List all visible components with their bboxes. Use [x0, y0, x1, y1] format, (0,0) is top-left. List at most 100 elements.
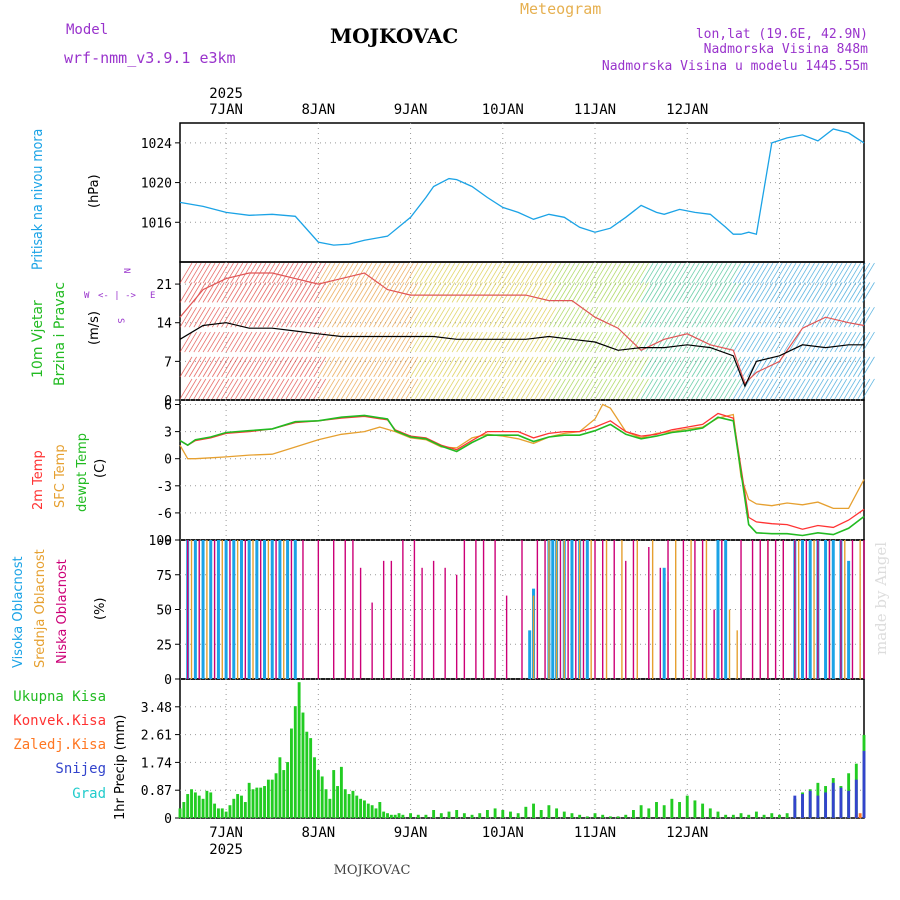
total-rain-bar	[301, 712, 305, 818]
wind-barb	[221, 356, 234, 378]
top-date-label: 8JAN	[301, 102, 335, 118]
wind-barb	[198, 262, 211, 284]
wind-barb	[331, 331, 345, 353]
wind-barb	[211, 262, 225, 284]
wind-barb	[221, 331, 234, 353]
wind-barb	[797, 331, 811, 353]
ytick-label-1-0: 0	[164, 394, 172, 409]
wind-barb	[816, 262, 829, 284]
wind-barb	[368, 331, 382, 353]
wind-barb	[447, 282, 460, 303]
ytick-label-3-1: 25	[156, 638, 172, 653]
total-rain-bar	[263, 786, 266, 818]
wind-barb	[368, 282, 382, 303]
wind-barb	[410, 356, 423, 378]
wind-barb	[281, 378, 294, 400]
wind-barb	[350, 331, 363, 353]
wind-barb	[696, 331, 709, 353]
wind-barb	[686, 378, 700, 400]
bottom-date-label: 9JAN	[394, 825, 428, 841]
high-cloud-bar	[201, 540, 205, 679]
ytick-label-4-2: 1.74	[141, 756, 172, 771]
wind-barb	[230, 378, 244, 400]
wind-barb	[705, 378, 719, 400]
wind-barb	[802, 331, 815, 353]
wind-barb	[313, 356, 327, 378]
wind-barb	[502, 306, 516, 328]
wind-barb	[663, 378, 677, 400]
wind-barb	[576, 262, 589, 284]
wind-barb	[373, 282, 387, 303]
wind-barb	[336, 282, 350, 303]
wind-barb	[493, 282, 506, 303]
wind-barb	[313, 262, 327, 284]
wind-barb	[308, 331, 322, 353]
wind-barb	[345, 331, 359, 353]
wind-barb	[322, 262, 336, 284]
wind-barb	[843, 306, 857, 328]
wind-barb	[691, 356, 705, 378]
wind-barb	[428, 282, 442, 303]
high-cloud-bar	[224, 540, 228, 679]
wind-barb	[465, 378, 479, 400]
wind-barb	[626, 282, 640, 303]
ytick-label-2-5: 6	[164, 399, 172, 414]
wind-barb	[571, 378, 585, 400]
wind-barb	[479, 306, 493, 328]
wind-barb	[244, 282, 257, 303]
total-rain-bar	[685, 795, 689, 818]
wind-barb	[700, 378, 714, 400]
wind-barb	[507, 356, 520, 378]
total-rain-bar	[462, 813, 466, 818]
wind-barb	[248, 306, 262, 328]
wind-barb	[834, 378, 848, 400]
wind-barb	[304, 262, 317, 284]
ytick-label-4-3: 2.61	[141, 729, 172, 744]
wind-barb	[705, 356, 719, 378]
wind-barb	[686, 306, 700, 328]
wind-barb	[806, 262, 820, 284]
wind-barb	[520, 282, 534, 303]
wind-barb	[820, 356, 834, 378]
wind-barb	[198, 282, 211, 303]
wind-barb	[271, 306, 285, 328]
wind-barb	[543, 378, 557, 400]
wind-barb	[281, 282, 294, 303]
wind-barb	[525, 306, 539, 328]
wind-barb	[497, 306, 511, 328]
wind-barb	[631, 378, 645, 400]
wind-barb	[557, 282, 571, 303]
wind-barb	[262, 356, 276, 378]
total-rain-bar	[532, 803, 535, 818]
wind-barb	[663, 306, 677, 328]
wind-barb	[599, 306, 612, 328]
wind-barb	[239, 378, 253, 400]
wind-barb	[548, 282, 562, 303]
total-rain-bar	[228, 805, 232, 818]
wind-barb	[746, 331, 760, 353]
wind-barb	[294, 262, 308, 284]
wind-barb	[377, 331, 391, 353]
wind-barb	[811, 331, 825, 353]
wind-barb	[327, 356, 340, 378]
wind-barb	[677, 282, 691, 303]
wind-barb	[184, 378, 197, 400]
total-rain-bar	[313, 757, 316, 818]
wind-barb	[802, 306, 815, 328]
wind-barb	[308, 356, 322, 378]
total-rain-bar	[213, 803, 217, 818]
wind-barb	[493, 331, 506, 353]
wind-barb	[433, 331, 446, 353]
wind-barb	[723, 356, 737, 378]
wind-barb	[829, 356, 843, 378]
wind-barb	[502, 331, 516, 353]
wind-barb	[534, 378, 548, 400]
wind-barb	[520, 262, 534, 284]
high-cloud-bar	[209, 540, 213, 679]
wind-barb	[843, 356, 857, 378]
high-cloud-bar	[247, 540, 251, 679]
wind-barb	[336, 306, 350, 328]
wind-barb	[396, 262, 410, 284]
wind-barb	[613, 331, 626, 353]
wind-barb	[617, 282, 631, 303]
